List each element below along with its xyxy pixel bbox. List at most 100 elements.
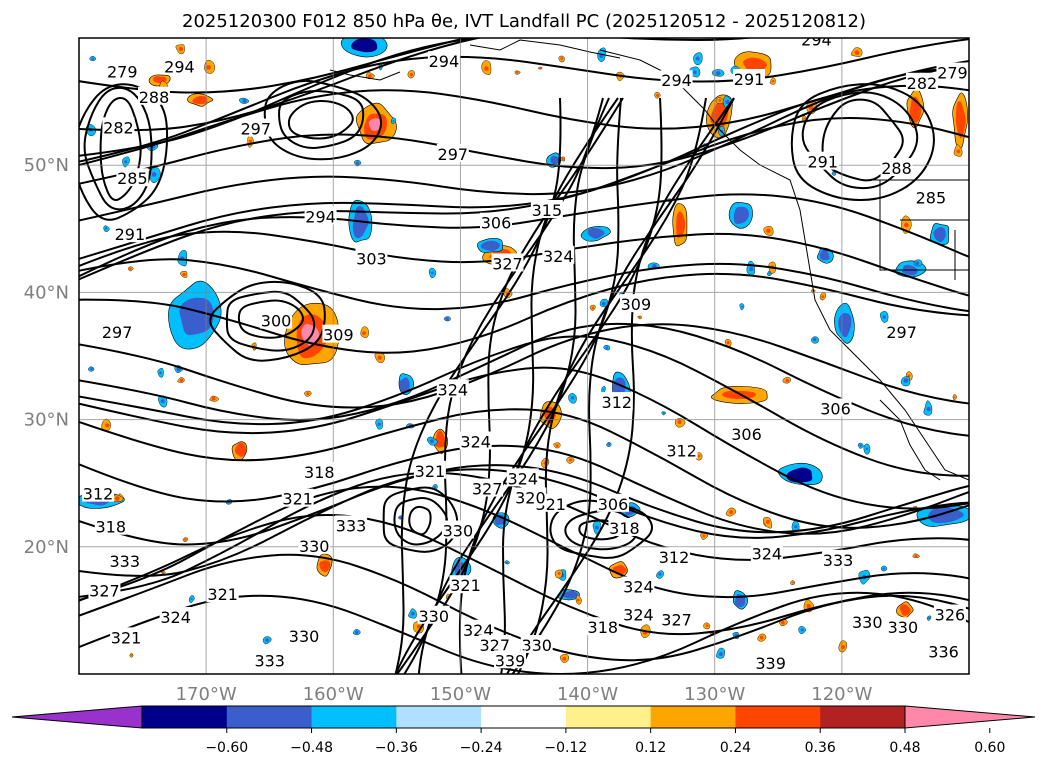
contour-label-bg: [88, 580, 121, 599]
contour-label-bg: [936, 62, 969, 81]
contour-label-bg: [281, 488, 314, 507]
theta-e-contour: [79, 485, 969, 602]
theta-e-contour-closed: [79, 83, 169, 221]
contour-label-bg: [288, 626, 321, 645]
shaded-speck-core: [242, 98, 247, 103]
theta-e-contour-closed: [237, 299, 304, 339]
contour-label-bg: [478, 635, 511, 654]
theta-e-contour-closed: [393, 496, 448, 546]
shaded-speck-core: [677, 420, 682, 425]
contour-label-bg: [608, 517, 641, 536]
contour-label-bg: [159, 607, 192, 626]
shaded-speck-core: [662, 412, 665, 414]
theta-e-contour-closed: [408, 505, 432, 536]
shaded-speck-core: [695, 56, 700, 61]
shaded-region: [733, 206, 749, 225]
contour-label: 297: [102, 323, 133, 342]
y-tick-label: 40°N: [24, 282, 69, 303]
contour-label-bg: [520, 635, 553, 654]
contour-label-bg: [586, 617, 619, 636]
contour-label: 320: [515, 488, 546, 507]
x-tick-label: 170°W: [176, 684, 237, 705]
contour-label: 312: [602, 393, 633, 412]
shaded-region: [350, 38, 378, 53]
shaded-speck-core: [570, 396, 575, 400]
contour-label: 297: [438, 145, 469, 164]
shaded-speck-core: [356, 161, 360, 165]
contour-label-bg: [491, 253, 524, 272]
contour-label: 291: [734, 70, 765, 89]
contour-label-bg: [355, 248, 388, 267]
shaded-speck-core: [206, 65, 211, 70]
shaded-speck-core: [429, 439, 434, 444]
shaded-speck-core: [91, 57, 95, 60]
contour-label-bg: [427, 51, 460, 70]
colorbar-extend-max: [904, 705, 1036, 729]
shaded-speck-core: [104, 227, 108, 230]
shaded-region: [819, 249, 830, 261]
contour-label-bg: [800, 38, 833, 48]
theta-e-contour: [79, 464, 969, 546]
shaded-speck-core: [702, 534, 706, 538]
coastline: [599, 49, 969, 481]
colorbar-segment: [735, 706, 821, 728]
shaded-speck-core: [377, 422, 381, 426]
contour-label-bg: [530, 199, 563, 218]
x-tick-label: 140°W: [557, 684, 618, 705]
shaded-speck-core: [392, 119, 395, 122]
contour-label: 330: [289, 627, 320, 646]
contour-label: 324: [752, 544, 783, 563]
contour-label: 291: [808, 153, 839, 172]
shaded-speck-core: [124, 160, 128, 164]
colorbar-segment: [650, 706, 736, 728]
contour-label-bg: [462, 619, 495, 638]
shaded-speck-core: [812, 337, 817, 342]
contour-label: 318: [304, 463, 335, 482]
shaded-speck-core: [794, 525, 798, 529]
theta-e-contour-closed: [578, 519, 621, 541]
shaded-speck-core: [781, 620, 785, 625]
shaded-speck-core: [792, 581, 794, 584]
shaded-speck-core: [785, 378, 789, 383]
contour-label: 333: [336, 516, 367, 535]
shaded-speck-core: [771, 80, 775, 83]
contour-label: 333: [254, 651, 285, 670]
shaded-speck-core: [956, 149, 961, 154]
theta-e-contour-closed: [287, 99, 354, 140]
contour-label: 294: [661, 71, 692, 90]
shaded-speck-core: [560, 57, 564, 60]
contour-label: 315: [532, 201, 563, 220]
shaded-region: [928, 507, 964, 524]
contour-label-bg: [665, 440, 698, 459]
shaded-speck-core: [505, 561, 508, 564]
contour-label-bg: [436, 379, 469, 398]
contour-label: 327: [661, 611, 692, 630]
shaded-speck-core: [927, 617, 930, 620]
contour-label-bg: [101, 322, 134, 341]
contour-label: 318: [588, 618, 619, 637]
theta-e-contour: [79, 38, 969, 163]
shaded-speck-core: [692, 70, 697, 75]
shaded-speck-core: [697, 454, 701, 458]
theta-e-contour: [79, 408, 969, 529]
shaded-speck-core: [399, 516, 402, 519]
shaded-speck-core: [377, 355, 382, 360]
x-tick-label: 150°W: [430, 684, 491, 705]
colorbar-segment: [481, 706, 567, 728]
colorbar-segment: [311, 706, 397, 728]
shaded-speck-core: [178, 46, 184, 52]
colorbar-tick-label: 0.36: [805, 740, 836, 756]
colorbar-segment: [565, 706, 652, 728]
shaded-speck-core: [129, 267, 132, 270]
contour-label: 300: [261, 312, 292, 331]
contour-label: 306: [481, 214, 512, 233]
theta-e-contour: [79, 366, 969, 510]
theta-e-contour: [79, 323, 969, 409]
colorbar-tick-label: 0.24: [720, 740, 751, 756]
contour-label: 330: [521, 636, 552, 655]
shaded-speck-core: [716, 71, 721, 76]
contour-label: 294: [801, 31, 832, 50]
shaded-speck-core: [594, 525, 599, 530]
contour-label-bg: [806, 151, 839, 170]
shaded-region: [563, 590, 578, 599]
